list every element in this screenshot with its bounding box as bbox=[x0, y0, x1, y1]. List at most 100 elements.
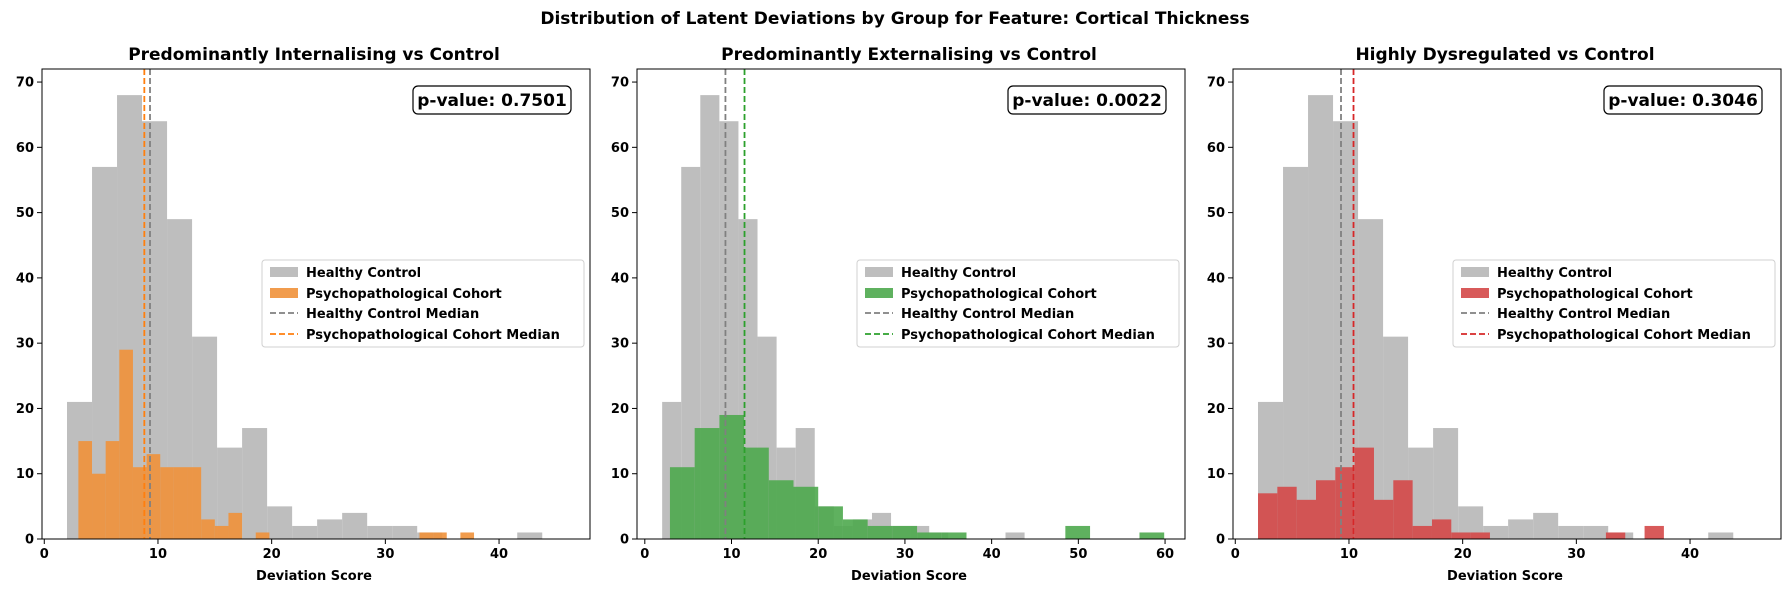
x-tick-label: 20 bbox=[1454, 547, 1472, 562]
histogram-bar-cohort bbox=[1373, 499, 1394, 539]
legend-frame bbox=[856, 259, 1180, 348]
p-value-label: p-value: 0.3046 bbox=[1608, 91, 1758, 111]
axes-frame bbox=[1232, 68, 1782, 540]
panel-title: Highly Dysregulated vs Control bbox=[1355, 45, 1654, 65]
histogram-bar-cohort bbox=[818, 506, 843, 539]
y-tick-label: 0 bbox=[620, 533, 629, 548]
histogram-bar-control bbox=[267, 506, 293, 539]
legend-label-psychopathological-cohort: Psychopathological Cohort bbox=[306, 287, 502, 302]
histogram-bar-cohort bbox=[92, 473, 106, 539]
histogram-bar-cohort bbox=[1065, 525, 1091, 539]
legend: Healthy Control Psychopathological Cohor… bbox=[1452, 259, 1776, 348]
legend-frame bbox=[1452, 259, 1776, 348]
y-tick-label: 40 bbox=[16, 271, 34, 286]
histogram-bar-cohort bbox=[1393, 480, 1413, 539]
y-tick-label: 60 bbox=[16, 141, 34, 156]
histogram-bar-cohort bbox=[1470, 532, 1490, 539]
x-tick-label: 10 bbox=[149, 547, 167, 562]
y-tick-label: 40 bbox=[1207, 271, 1225, 286]
legend-swatch-psychopathological-cohort bbox=[1461, 288, 1489, 298]
histogram-bar-control bbox=[392, 525, 418, 539]
y-tick-label: 20 bbox=[1207, 402, 1225, 417]
x-axis-label: Deviation Score bbox=[256, 569, 372, 584]
legend-swatch-healthy-control bbox=[270, 267, 298, 277]
y-tick-label: 10 bbox=[611, 467, 629, 482]
p-value-label: p-value: 0.0022 bbox=[1012, 91, 1162, 111]
x-tick-label: 20 bbox=[809, 547, 827, 562]
p-value-box: p-value: 0.7501 bbox=[412, 85, 572, 115]
p-value-box: p-value: 0.3046 bbox=[1603, 85, 1763, 115]
legend-label-cohort-median: Psychopathological Cohort Median bbox=[306, 328, 560, 343]
p-value-frame bbox=[412, 85, 572, 115]
legend-frame bbox=[261, 259, 585, 348]
histogram-bar-cohort bbox=[255, 532, 270, 539]
legend-swatch-healthy-control bbox=[865, 267, 893, 277]
y-tick-label: 10 bbox=[16, 467, 34, 482]
histogram-bar-control bbox=[517, 532, 543, 539]
y-tick-label: 20 bbox=[16, 402, 34, 417]
histogram-bar-control bbox=[317, 519, 343, 539]
p-value-box: p-value: 0.0022 bbox=[1007, 85, 1167, 115]
histogram-bar-cohort bbox=[1451, 532, 1471, 539]
histogram-bar-control bbox=[1283, 166, 1309, 539]
histogram-bar-cohort bbox=[160, 467, 174, 539]
x-tick-label: 60 bbox=[1156, 547, 1174, 562]
histogram-bar-control bbox=[1708, 532, 1734, 539]
histogram-bar-cohort bbox=[744, 447, 769, 539]
histogram-bar-cohort bbox=[1315, 480, 1336, 539]
histogram-bar-control bbox=[1005, 532, 1025, 539]
x-tick-label: 10 bbox=[722, 547, 740, 562]
p-value-label: p-value: 0.7501 bbox=[417, 91, 567, 111]
legend-swatch-healthy-control bbox=[1461, 267, 1489, 277]
y-tick-label: 60 bbox=[611, 141, 629, 156]
axes-frame bbox=[41, 68, 591, 540]
legend-label-healthy-control: Healthy Control bbox=[1497, 266, 1612, 281]
histogram-bar-cohort bbox=[768, 480, 794, 539]
x-tick-label: 0 bbox=[640, 547, 649, 562]
legend-label-cohort-median: Psychopathological Cohort Median bbox=[901, 328, 1155, 343]
y-tick-label: 70 bbox=[611, 76, 629, 91]
histogram-bar-cohort bbox=[917, 532, 942, 539]
histogram-bar-cohort bbox=[173, 467, 188, 539]
axis-ticks: 0 10 20 30 40 0 10 20 30 40 50 60 70 bbox=[1207, 76, 1699, 562]
histogram-bar-cohort bbox=[1431, 519, 1452, 539]
histogram-bar-control bbox=[1508, 519, 1534, 539]
legend-swatch-psychopathological-cohort bbox=[270, 288, 298, 298]
histogram-bar-control bbox=[367, 525, 393, 539]
legend-label-psychopathological-cohort: Psychopathological Cohort bbox=[901, 287, 1097, 302]
y-tick-label: 60 bbox=[1207, 141, 1225, 156]
x-tick-label: 20 bbox=[263, 547, 281, 562]
histogram-bar-cohort bbox=[214, 525, 229, 539]
y-tick-label: 20 bbox=[611, 402, 629, 417]
histogram-bar-control bbox=[1583, 525, 1609, 539]
panel-dysregulated: Highly Dysregulated vs Control 0 10 20 30 40… bbox=[1207, 45, 1782, 584]
histogram-bar-cohort bbox=[1139, 532, 1165, 539]
y-tick-label: 0 bbox=[1216, 533, 1225, 548]
x-tick-label: 0 bbox=[1231, 547, 1240, 562]
x-axis-label: Deviation Score bbox=[851, 569, 967, 584]
x-tick-label: 0 bbox=[40, 547, 49, 562]
histogram-bar-cohort bbox=[1354, 447, 1374, 539]
y-tick-label: 10 bbox=[1207, 467, 1225, 482]
y-tick-label: 70 bbox=[16, 76, 34, 91]
histogram-bar-cohort bbox=[669, 467, 695, 539]
plot-area bbox=[67, 69, 543, 539]
y-tick-label: 30 bbox=[611, 337, 629, 352]
legend-label-healthy-control-median: Healthy Control Median bbox=[1497, 307, 1670, 322]
histogram-bar-cohort bbox=[119, 349, 133, 539]
panel-title: Predominantly Externalising vs Control bbox=[721, 45, 1097, 65]
histogram-bar-cohort bbox=[1644, 525, 1664, 539]
histogram-bar-control bbox=[1308, 95, 1334, 539]
plot-area bbox=[662, 69, 1165, 539]
histogram-bar-cohort bbox=[419, 532, 434, 539]
x-tick-label: 30 bbox=[376, 547, 394, 562]
histogram-bar-control bbox=[292, 525, 318, 539]
x-tick-label: 40 bbox=[490, 547, 508, 562]
y-tick-label: 70 bbox=[1207, 76, 1225, 91]
panel-externalising: Predominantly Externalising vs Control 0… bbox=[611, 45, 1186, 584]
histogram-bar-cohort bbox=[892, 525, 918, 539]
x-tick-label: 50 bbox=[1069, 547, 1087, 562]
legend: Healthy Control Psychopathological Cohor… bbox=[856, 259, 1180, 348]
x-tick-label: 40 bbox=[983, 547, 1001, 562]
